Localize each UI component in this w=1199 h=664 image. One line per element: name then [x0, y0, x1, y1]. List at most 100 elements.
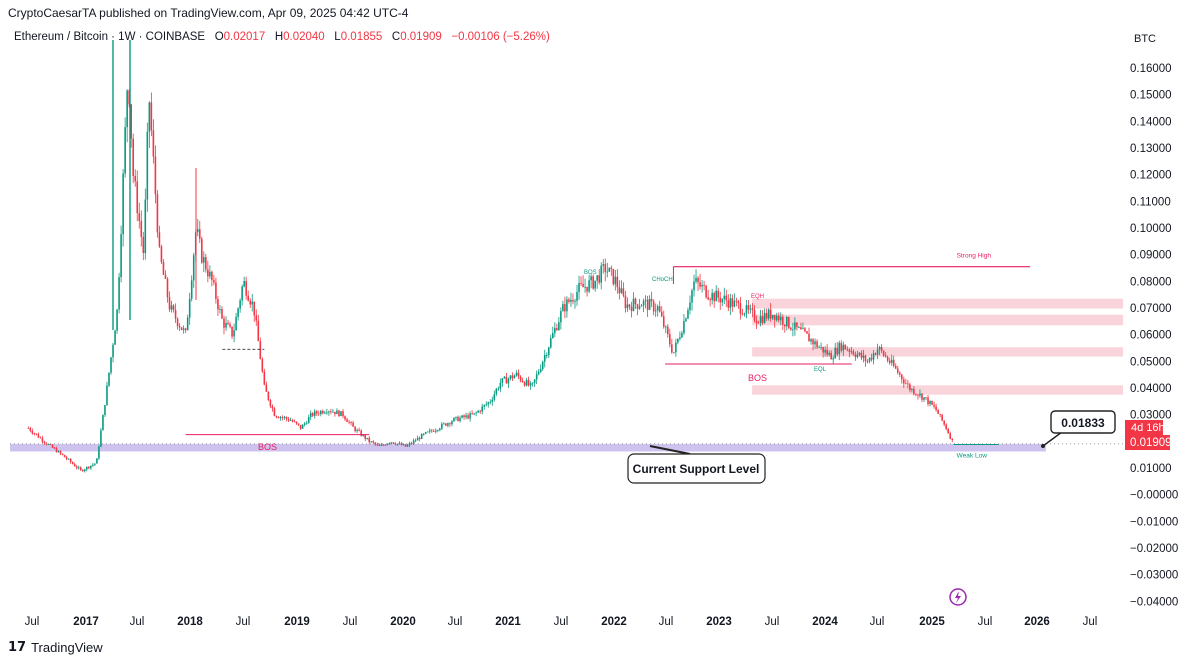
candle-body	[919, 393, 921, 396]
candle-body	[263, 371, 266, 385]
candle-body	[949, 433, 952, 439]
candle-body	[162, 262, 165, 275]
candle-body	[689, 302, 691, 311]
candle-body	[67, 458, 70, 460]
candle-body	[852, 351, 855, 355]
candle-body	[574, 300, 576, 302]
candle-body	[701, 284, 703, 287]
price-callout-box	[1050, 410, 1116, 434]
candle-body	[927, 397, 929, 405]
candle-body	[235, 316, 237, 331]
footer-brand[interactable]: 17 TradingView	[8, 640, 103, 655]
candle-body	[328, 411, 330, 413]
candle-body	[320, 410, 322, 415]
candle-body	[673, 352, 675, 354]
candle-body	[346, 419, 348, 422]
candle-body	[533, 379, 536, 383]
candle-body	[180, 327, 183, 330]
candle-body	[679, 337, 681, 339]
support-zone	[10, 444, 1046, 452]
candle-body	[677, 338, 679, 343]
candle-body	[773, 314, 776, 321]
candle-body	[231, 326, 233, 337]
candle-body	[552, 333, 554, 339]
candle-body	[41, 438, 44, 442]
candle-body	[660, 311, 663, 317]
candle-body	[178, 326, 181, 328]
candle-body	[475, 412, 477, 414]
candle-body	[713, 293, 715, 302]
candle-body	[344, 416, 346, 420]
candle-body	[378, 444, 381, 446]
candle-body	[915, 393, 917, 395]
candle-body	[566, 299, 568, 312]
candle-body	[79, 467, 82, 470]
candle-body	[685, 318, 687, 322]
candle-body	[656, 306, 659, 311]
candle-body	[923, 397, 925, 400]
candle-body	[951, 438, 954, 441]
candle-body	[535, 374, 538, 380]
candle-body	[499, 382, 502, 389]
candle-body	[622, 288, 625, 296]
candle-body	[864, 355, 867, 362]
candle-body	[406, 445, 409, 447]
supply-zone	[752, 298, 1123, 309]
candle-body	[188, 298, 191, 318]
candle-body	[779, 316, 782, 321]
candle-body	[745, 305, 748, 314]
y-tick-label: −0.01000	[1130, 516, 1178, 528]
candle-body	[664, 326, 667, 328]
candle-body	[848, 349, 851, 352]
candle-body	[285, 417, 288, 419]
candle-body	[120, 234, 122, 278]
candle-body	[130, 104, 132, 139]
candle-body	[471, 413, 473, 415]
symbol-name[interactable]: Ethereum / Bitcoin · 1W · COINBASE	[14, 31, 206, 43]
symbol-legend: Ethereum / Bitcoin · 1W · COINBASE O0.02…	[14, 31, 550, 43]
candle-body	[332, 411, 334, 413]
candle-body	[892, 359, 895, 366]
candle-body	[400, 443, 403, 446]
candle-body	[394, 443, 397, 445]
candle-body	[606, 271, 609, 273]
candle-body	[309, 413, 312, 418]
candle-body	[604, 264, 607, 272]
candle-body	[905, 383, 907, 385]
candle-body	[376, 444, 379, 445]
candle-body	[132, 138, 135, 177]
candle-body	[116, 309, 118, 331]
x-axis: Jul 2017 Jul 2018 Jul 2019 Jul 2020 Jul 2021 Jul 20…	[25, 616, 1098, 628]
candle-body	[473, 413, 475, 415]
candle-body	[322, 410, 324, 414]
x-tick-label: 2025	[919, 616, 945, 628]
candle-body	[558, 322, 560, 331]
candle-body	[330, 411, 332, 413]
open-value: 0.02017	[223, 31, 266, 43]
candle-body	[771, 314, 774, 319]
candle-body	[717, 290, 720, 298]
candle-body	[437, 430, 439, 431]
candle-body	[513, 375, 516, 379]
candle-body	[602, 264, 605, 266]
candle-body	[491, 399, 494, 402]
candle-body	[671, 344, 673, 353]
candle-body	[418, 437, 421, 439]
x-tick-label: 2021	[495, 616, 521, 628]
support-callout-box	[627, 453, 766, 484]
candle-body	[102, 414, 104, 431]
candle-body	[886, 356, 889, 361]
candle-body	[903, 379, 905, 384]
x-tick-label: Jul	[554, 616, 569, 628]
candle-body	[842, 344, 845, 351]
candle-body	[560, 311, 562, 323]
candle-body	[586, 286, 588, 292]
candle-body	[755, 320, 758, 323]
candle-body	[800, 327, 802, 330]
candle-body	[503, 376, 506, 379]
candle-body	[295, 421, 298, 424]
candle-body	[929, 400, 931, 405]
y-tick-label: −0.00000	[1130, 490, 1178, 502]
candle-body	[943, 420, 945, 425]
